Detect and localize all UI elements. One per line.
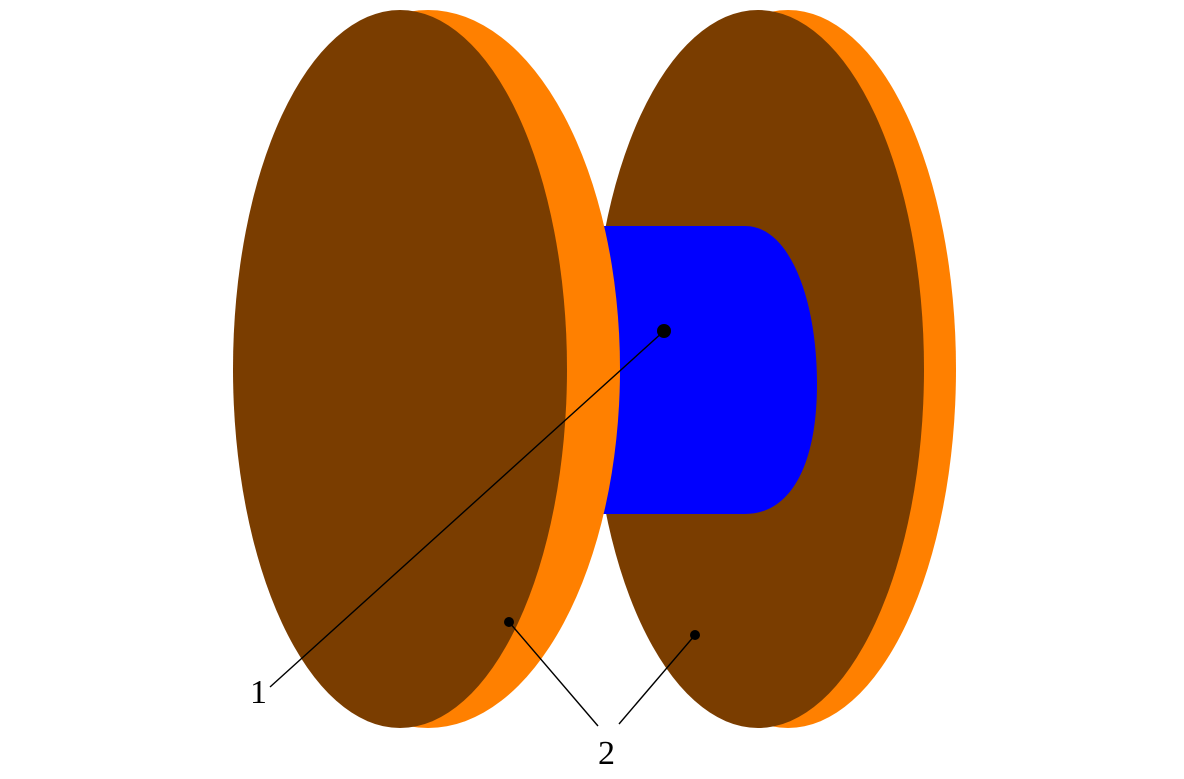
left-disk-leader-line [508, 621, 599, 727]
disk-callout-label: 2 [598, 735, 615, 772]
right-disk-anchor-dot [690, 630, 700, 640]
right-disk-leader-line [618, 634, 696, 725]
core-callout-label: 1 [250, 674, 267, 711]
core-anchor-dot [657, 324, 671, 338]
core-leader-line [269, 330, 665, 688]
left-disk-anchor-dot [504, 617, 514, 627]
left-disk-face [233, 10, 567, 728]
core-cylinder [560, 226, 817, 514]
